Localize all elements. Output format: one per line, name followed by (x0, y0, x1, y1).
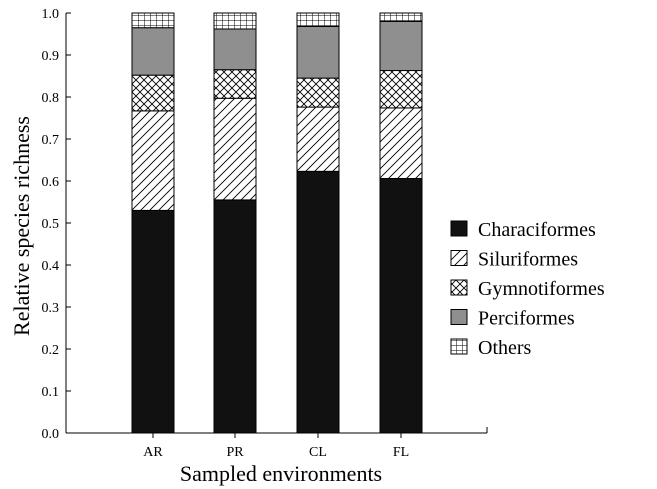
y-tick-label: 0.3 (42, 301, 60, 316)
bar-segment (380, 178, 422, 433)
legend: Characiformes Siluriformes Gymnotiformes Pe… (451, 219, 605, 359)
bar-segment (214, 200, 256, 433)
y-tick-label: 0.1 (42, 385, 60, 400)
legend-swatch (451, 221, 467, 236)
bars (132, 13, 422, 433)
bar-segment (132, 210, 174, 433)
bar-segment (132, 28, 174, 75)
y-axis-title: Relative species richness (9, 116, 34, 336)
legend-label: Others (478, 337, 532, 359)
bar-segment (297, 26, 339, 78)
bar-segment (297, 13, 339, 26)
x-axis-title: Sampled environments (180, 461, 382, 486)
bar-segment (214, 13, 256, 29)
x-tick-label: FL (393, 445, 409, 460)
legend-swatch (451, 280, 467, 295)
bar-segment (380, 108, 422, 179)
y-tick-label: 0.7 (42, 133, 60, 148)
bar-segment (132, 111, 174, 211)
legend-label: Perciformes (478, 308, 575, 330)
y-tick-label: 0.4 (42, 259, 60, 274)
x-tick-label: PR (226, 445, 244, 460)
y-tick-label: 0.6 (42, 175, 60, 190)
y-tick-label: 0.9 (42, 49, 60, 64)
legend-label: Characiformes (478, 219, 596, 241)
legend-label: Gymnotiformes (478, 278, 605, 300)
bar-segment (380, 21, 422, 70)
y-tick-label: 0.5 (42, 217, 60, 232)
bar-segment (380, 13, 422, 21)
legend-swatch (451, 310, 467, 325)
x-tick-label: CL (309, 445, 327, 460)
bar-segment (214, 70, 256, 99)
bar-segment (132, 75, 174, 111)
y-tick-label: 0.2 (42, 343, 60, 358)
y-tick-label: 0.0 (42, 427, 60, 442)
y-tick-label: 1.0 (42, 7, 60, 22)
legend-label: Siluriformes (478, 249, 578, 271)
bar-segment (297, 78, 339, 107)
bar-segment (132, 13, 174, 28)
bar-segment (214, 98, 256, 200)
bar-segment (297, 171, 339, 433)
bar-segment (297, 107, 339, 171)
y-tick-label: 0.8 (42, 91, 60, 106)
legend-swatch (451, 251, 467, 266)
bar-segment (380, 71, 422, 108)
bar-segment (214, 29, 256, 70)
legend-swatch (451, 339, 467, 354)
x-tick-label: AR (143, 445, 163, 460)
